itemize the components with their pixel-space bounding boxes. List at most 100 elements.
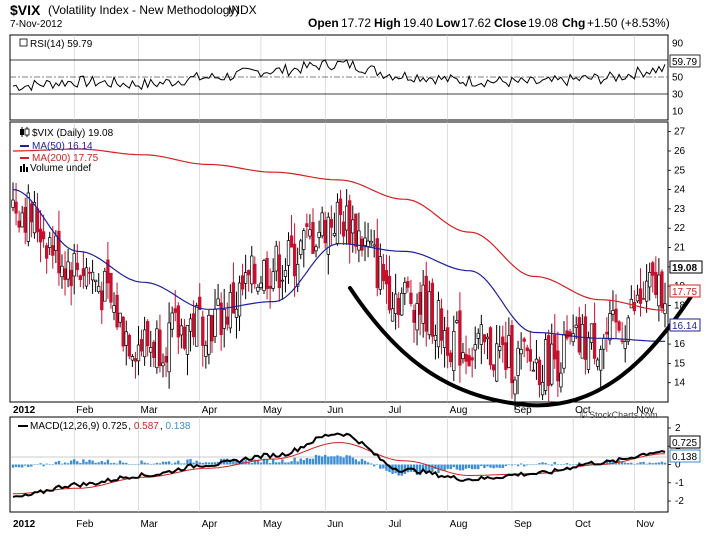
candle-body [225,316,229,325]
candle-body [14,201,18,214]
candle-body [158,329,162,367]
candle-body [547,335,551,386]
candle-body [32,202,37,234]
candle-body [403,282,407,294]
macd-hist-bar [611,461,615,465]
low-value: 17.62 [461,16,491,30]
macd-hist-bar [458,464,462,471]
macd-hist-bar [146,463,149,465]
rsi-badge [669,54,701,68]
macd-hist-bar [529,464,532,465]
macd-hist-bar [538,463,541,465]
rsi-tick-label: 10 [672,107,684,118]
x-axis-bottom: 2012 Feb Mar Apr May Jun Jul Aug Sep Oct Nov [13,519,654,530]
x-tick-label: Jun [327,519,343,530]
candle-body [559,372,563,388]
candle-body [366,240,370,247]
macd-hist-bar [281,459,284,465]
macd-hist-bar [284,462,287,465]
macd-hist-bar [418,464,422,476]
macd-hist-bar [373,464,376,467]
macd-hist-bar [333,456,336,465]
macd-hist-bar [20,464,24,468]
x-tick-label: Sep [514,405,532,416]
candle-body [596,359,600,367]
candle-body [488,327,493,366]
price-tick-label: 18 [674,300,686,311]
candle-body [577,317,581,353]
macd-hist-bar [382,464,385,469]
candle-body [571,333,575,343]
candle-body [617,321,621,331]
macd-hist-bar [180,463,183,465]
candle-body [565,330,569,339]
candle-body [188,318,193,332]
macd-hist-bar [526,464,529,466]
macd-hist-bar [553,461,557,465]
x-tick-label: Apr [202,405,218,416]
candle-body [589,323,594,343]
candle-body [222,309,226,329]
candle-body [537,359,542,386]
candle-body [341,221,346,237]
price-tick-label: 23 [674,204,686,215]
macd-hist-bar [516,464,520,467]
candle-body [326,216,330,255]
candle-body [507,335,511,368]
macd-hist-bar [360,458,364,465]
macd-line [12,432,666,498]
x-tick-label: Sep [514,519,532,530]
macd-panel: MACD(12,26,9) 0.725, 0.587, 0.138 210-1-… [9,416,701,513]
macd-hist-bar [17,464,21,468]
candle-body [299,240,303,255]
macd-badge-value: 0.725 [672,438,697,449]
macd-hist-bar [170,463,174,465]
macd-hist-bar [452,464,455,468]
candle-body [164,355,168,363]
macd-hist-bar [134,464,137,465]
rsi-tick-label: 90 [672,39,684,50]
x-tick-label: Aug [450,519,468,530]
candle-body [580,323,585,359]
macd-hist-bar [210,462,214,465]
candle-body [540,381,545,396]
candle-body [491,364,496,371]
candle-body [400,292,404,316]
candle-body [387,275,392,311]
macd-hist-bar [339,456,342,465]
rsi-badge-value: 59.79 [672,57,697,68]
candle-body [149,347,153,353]
candle-body [182,326,187,349]
macd-hist-bar [42,464,45,467]
macd-hist-bar [94,462,97,465]
macd-hist-bar [648,462,651,465]
macd-hist-bar [379,464,382,469]
candle-body [632,302,637,312]
candle-body [54,235,58,251]
macd-hist-bar [198,462,201,465]
macd-hist-bar [568,464,572,466]
x-tick-label: May [263,519,282,530]
candle-body [314,246,318,252]
quote-summary: Open 17.72 High 19.40 Low 17.62 Close 19… [308,16,670,30]
macd-hist-bar [645,463,648,465]
candle-body [201,316,205,346]
macd-hist-bar [354,459,358,465]
macd-hist-bar [455,464,459,470]
candle-body [375,238,379,289]
macd-hist-bar [275,462,278,465]
candle-body [473,344,477,351]
candle-body [442,330,447,348]
macd-hist-bar [259,462,263,465]
macd-hist-bar [69,460,73,465]
price-tick-label: 14 [674,378,686,389]
macd-hist-bar [486,464,489,467]
macd-hist-bar [39,463,42,465]
macd-hist-bar [155,462,159,465]
candle-body [305,223,309,228]
x-tick-label: 2012 [13,519,36,530]
candle-body [63,268,67,281]
candle-body [470,357,474,361]
candle-body [436,300,441,348]
candle-body [498,346,502,351]
